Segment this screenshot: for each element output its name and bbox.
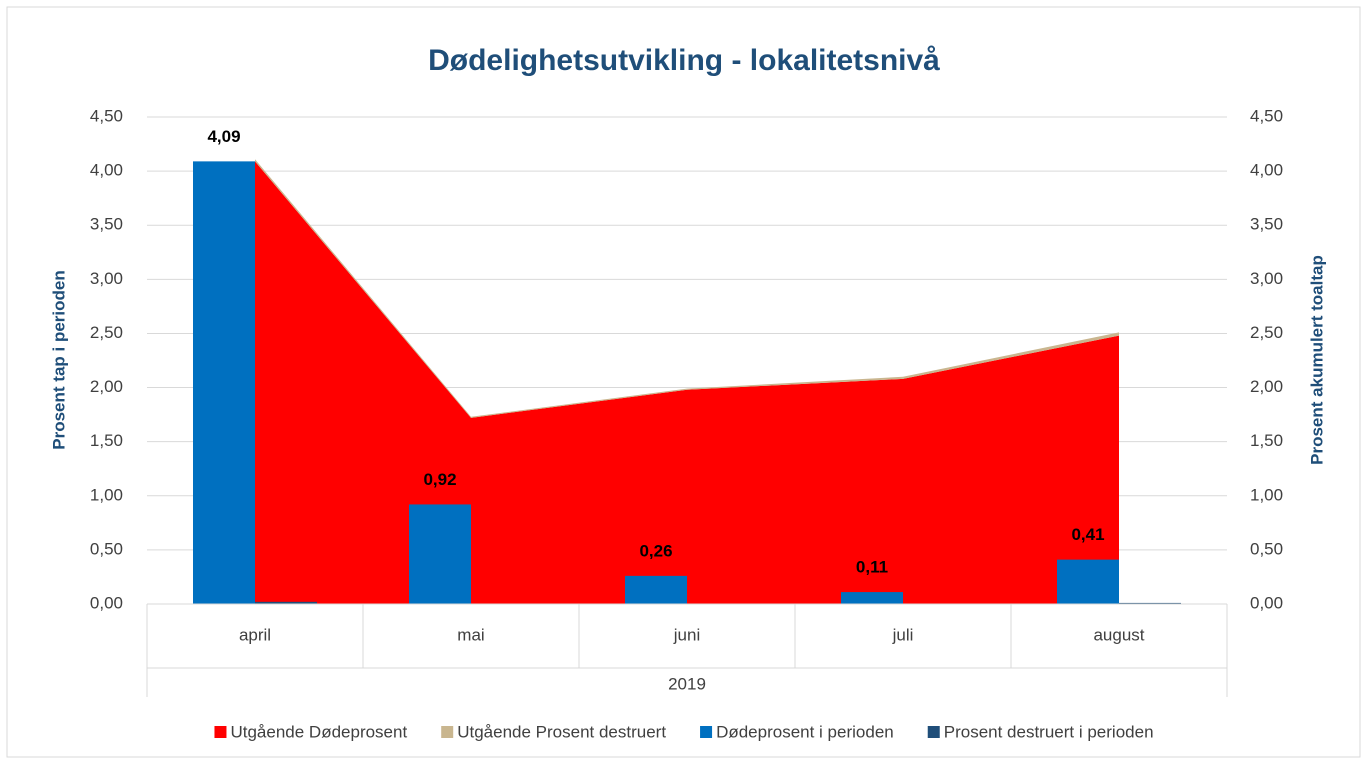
bar: [1119, 602, 1181, 604]
legend-label: Dødeprosent i perioden: [716, 722, 894, 741]
y2-tick-label: 3,50: [1250, 215, 1283, 234]
bar: [625, 575, 687, 604]
bar: [193, 161, 255, 605]
y-tick-label: 4,50: [90, 106, 123, 125]
legend-label: Utgående Prosent destruert: [457, 722, 666, 741]
data-label: 0,92: [423, 470, 456, 489]
x-group-label: 2019: [668, 674, 706, 693]
legend-label: Prosent destruert i perioden: [944, 722, 1154, 741]
legend-swatch: [927, 726, 940, 738]
y-tick-label: 4,00: [90, 161, 123, 180]
bar: [1057, 559, 1119, 604]
y-tick-label: 1,00: [90, 485, 123, 504]
data-label: 0,26: [639, 541, 672, 560]
y2-tick-label: 1,00: [1250, 485, 1283, 504]
legend-swatch: [441, 726, 454, 738]
legend-swatch: [700, 726, 713, 738]
bar: [841, 592, 903, 604]
y2-tick-label: 3,00: [1250, 269, 1283, 288]
y2-tick-label: 4,00: [1250, 161, 1283, 180]
y2-tick-label: 4,50: [1250, 106, 1283, 125]
y2-tick-label: 0,50: [1250, 539, 1283, 558]
y-tick-label: 3,00: [90, 269, 123, 288]
y-tick-label: 0,00: [90, 593, 123, 612]
x-tick-label: juni: [673, 625, 700, 644]
chart-title: Dødelighetsutvikling - lokalitetsnivå: [428, 44, 940, 77]
x-tick-label: mai: [457, 625, 484, 644]
y-axis-title: Prosent tap i perioden: [49, 270, 68, 449]
y-tick-label: 2,50: [90, 323, 123, 342]
data-label: 0,11: [856, 558, 888, 577]
y2-tick-label: 1,50: [1250, 431, 1283, 450]
data-label: 4,09: [207, 127, 240, 146]
x-tick-label: august: [1093, 625, 1144, 644]
legend-label: Utgående Dødeprosent: [230, 722, 407, 741]
data-label: 0,41: [1071, 525, 1104, 544]
x-tick-label: april: [239, 625, 271, 644]
bar: [255, 601, 317, 604]
y2-tick-label: 2,50: [1250, 323, 1283, 342]
y2-axis-title: Prosent akumulert toaltap: [1307, 255, 1326, 465]
area: [255, 161, 1119, 605]
y-tick-label: 3,50: [90, 215, 123, 234]
y-tick-label: 1,50: [90, 431, 123, 450]
legend-swatch: [214, 726, 227, 738]
y2-tick-label: 0,00: [1250, 593, 1283, 612]
y-tick-label: 0,50: [90, 539, 123, 558]
y2-tick-label: 2,00: [1250, 377, 1283, 396]
x-tick-label: juli: [892, 625, 914, 644]
y-tick-label: 2,00: [90, 377, 123, 396]
bar: [409, 504, 471, 604]
